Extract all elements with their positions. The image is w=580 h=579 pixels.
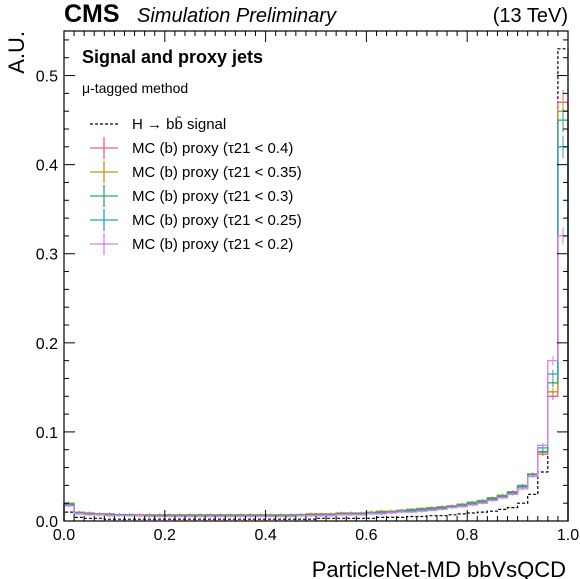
y-axis-label: A.U. (4, 31, 29, 74)
series-5 (63, 227, 569, 521)
series-2 (63, 98, 569, 521)
legend-label-3: MC (b) proxy (τ21 < 0.3) (132, 188, 293, 205)
axis-ticks: 0.0 0.2 0.4 0.6 0.8 1.0 0.0 0.1 0.2 0.3 0.4 0.5 (36, 31, 579, 544)
series-5-line (63, 235, 569, 521)
panel-title: Signal and proxy jets (82, 47, 263, 67)
legend-entry-3: MC (b) proxy (τ21 < 0.3) (90, 185, 293, 207)
experiment-label: CMS (64, 0, 120, 28)
y-tick-label-2: 0.2 (36, 336, 58, 353)
plot-frame (63, 30, 569, 522)
legend-entry-1: MC (b) proxy (τ21 < 0.4) (90, 137, 293, 159)
y-tick-label-5: 0.5 (36, 69, 58, 86)
x-axis-label: ParticleNet-MD bbVsQCD (312, 557, 566, 579)
series-0-line (63, 48, 569, 521)
legend-label-1: MC (b) proxy (τ21 < 0.4) (132, 140, 293, 157)
y-tick-label-3: 0.3 (36, 247, 58, 264)
panel-subtitle: μ-tagged method (82, 80, 188, 96)
x-tick-label-5: 1.0 (557, 527, 579, 544)
y-tick-label-1: 0.1 (36, 425, 58, 442)
x-tick-label-3: 0.6 (355, 527, 377, 544)
legend-entry-4: MC (b) proxy (τ21 < 0.25) (90, 209, 302, 231)
legend-entry-5: MC (b) proxy (τ21 < 0.2) (90, 233, 293, 255)
legend: H → bb̄ signal MC (b) proxy (τ21 < 0.4) MC… (90, 116, 302, 255)
x-tick-label-1: 0.2 (154, 527, 176, 544)
y-tick-label-4: 0.4 (36, 158, 58, 175)
series-0 (63, 48, 569, 521)
x-tick-label-4: 0.8 (456, 527, 478, 544)
legend-label-2: MC (b) proxy (τ21 < 0.35) (132, 164, 302, 181)
x-tick-label-2: 0.4 (254, 527, 276, 544)
status-label: Simulation Preliminary (137, 5, 337, 27)
energy-label: (13 TeV) (493, 5, 568, 27)
legend-entry-0: H → bb̄ signal (90, 116, 226, 133)
y-tick-label-0: 0.0 (36, 514, 58, 531)
legend-label-5: MC (b) proxy (τ21 < 0.2) (132, 236, 293, 253)
x-tick-label-0: 0.0 (53, 527, 75, 544)
legend-label-0: H → bb̄ signal (132, 116, 226, 133)
legend-label-4: MC (b) proxy (τ21 < 0.25) (132, 212, 302, 229)
legend-entry-2: MC (b) proxy (τ21 < 0.35) (90, 161, 302, 183)
